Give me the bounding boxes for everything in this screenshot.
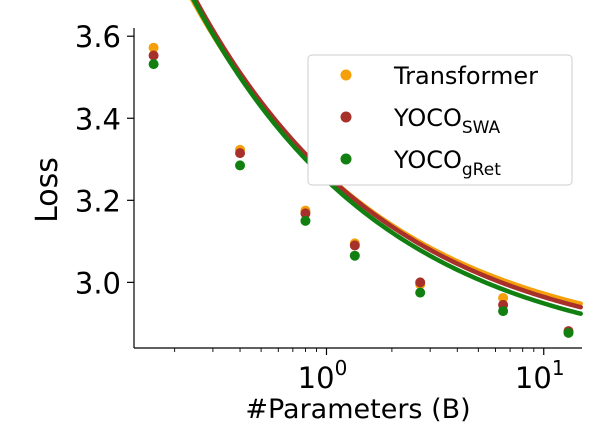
data-point (235, 148, 246, 159)
legend: Transformer YOCOSWA YOCOgRet (307, 54, 573, 186)
x-tick-label: 101 (515, 356, 565, 395)
data-point (148, 50, 159, 61)
x-tick-label: 100 (298, 356, 348, 395)
y-axis-ticks: 3.6 3.4 3.2 3.0 (75, 20, 134, 300)
y-tick-label: 3.4 (75, 102, 121, 136)
data-point (415, 287, 426, 298)
fit-curve (191, 0, 583, 316)
fit-curves (189, 0, 583, 316)
y-axis-label: Loss (30, 157, 65, 223)
data-points (148, 42, 574, 338)
data-point (235, 160, 246, 171)
data-point (148, 59, 159, 70)
legend-box (307, 54, 573, 186)
data-point (498, 292, 509, 303)
data-point (300, 215, 311, 226)
data-point (349, 240, 360, 251)
y-tick-label: 3.6 (75, 20, 121, 54)
data-point (148, 42, 159, 53)
legend-label: YOCOgRet (393, 146, 501, 180)
legend-marker (340, 153, 352, 165)
data-point (349, 250, 360, 261)
plot-area (148, 0, 583, 338)
x-axis-label: #Parameters (B) (245, 394, 470, 425)
x-axis-minor-ticks (174, 348, 535, 352)
legend-label: Transformer (393, 62, 538, 90)
legend-marker (340, 111, 352, 123)
data-point (300, 208, 311, 219)
data-point (498, 306, 509, 317)
legend-label: YOCOSWA (393, 104, 501, 138)
x-axis-ticks: 100 101 (298, 348, 565, 395)
legend-marker (340, 69, 352, 81)
data-point (563, 327, 574, 338)
data-point (415, 277, 426, 288)
legend-entries: Transformer YOCOSWA YOCOgRet (340, 62, 538, 180)
y-tick-label: 3.2 (75, 184, 121, 218)
y-tick-label: 3.0 (75, 266, 121, 300)
